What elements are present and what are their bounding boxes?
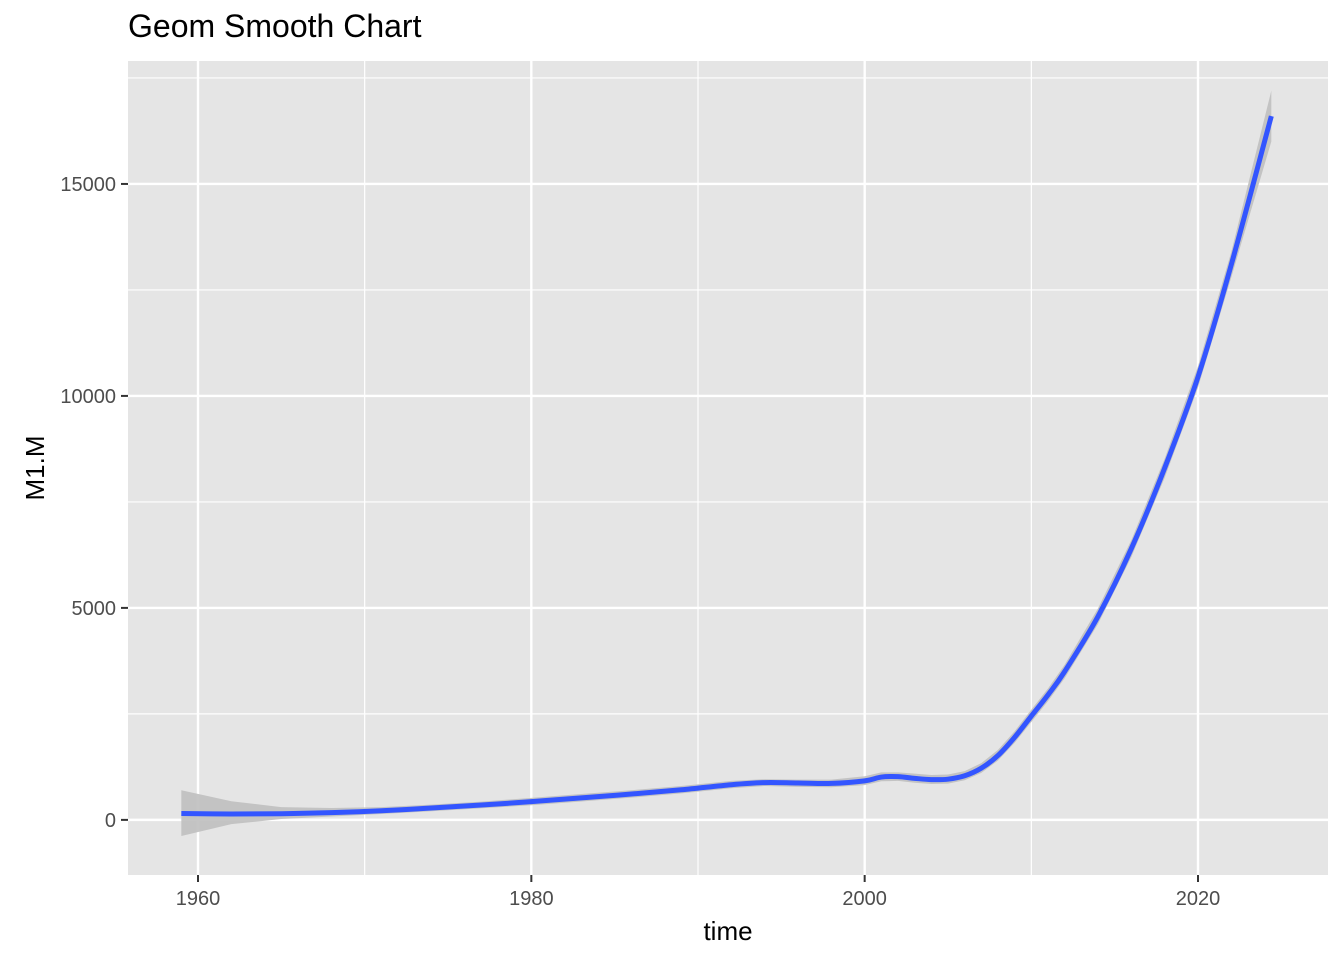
x-tick-label: 1960 [176,888,221,910]
y-tick-label: 5000 [72,598,117,620]
y-axis-title: M1.M [20,436,50,501]
major-gridlines [128,61,1328,875]
y-tick-label: 15000 [60,174,116,196]
y-tick-label: 10000 [60,386,116,408]
axis-ticks [121,182,1199,882]
x-tick-label: 2000 [842,888,887,910]
minor-gridlines [128,61,1328,875]
x-tick-label: 2020 [1176,888,1221,910]
axis-tick-labels: 1960 1980 2000 2020 0 5000 10000 15000 [60,174,1220,910]
chart-title: Geom Smooth Chart [128,8,422,44]
plot-panel [128,61,1328,875]
y-tick-label: 0 [105,810,116,832]
x-tick-label: 1980 [509,888,554,910]
x-axis-title: time [703,916,752,946]
smooth-line [181,115,1274,817]
